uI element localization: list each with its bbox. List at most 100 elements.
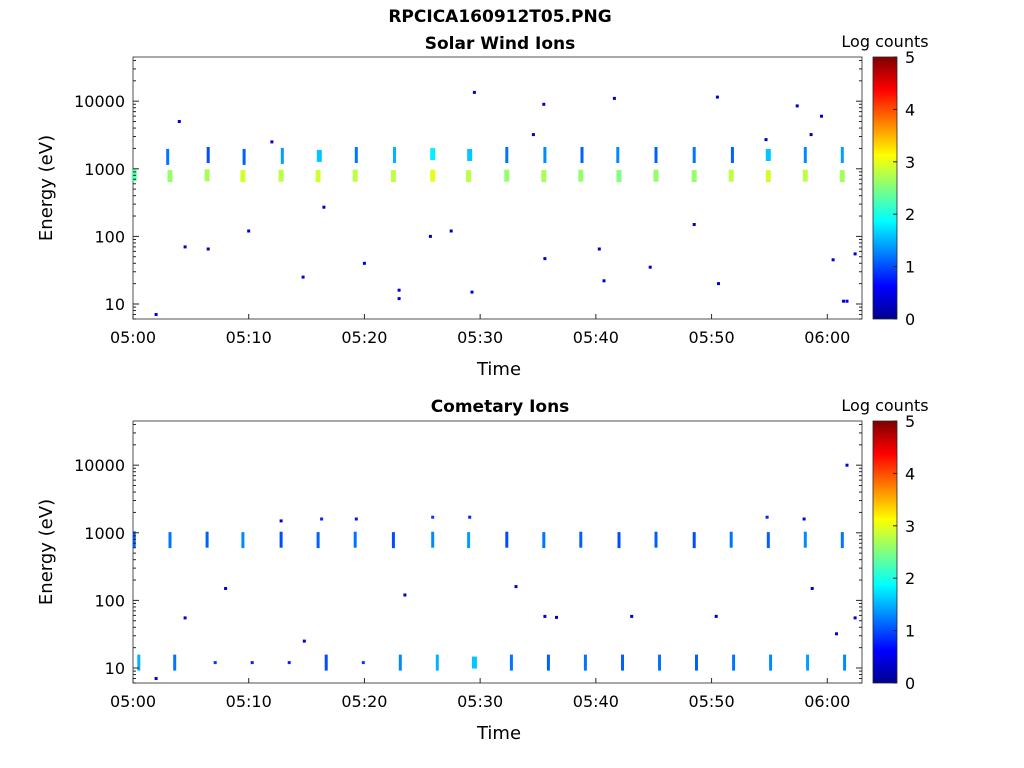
heatmap-cell [430, 169, 436, 182]
heatmap-cell [449, 229, 453, 233]
heatmap-cell [315, 170, 321, 183]
heatmap-cell [177, 120, 181, 123]
colorbar-ticks: 0 1 2 3 4 5 [893, 412, 915, 693]
heatmap-cell [653, 169, 659, 182]
heatmap-cell [802, 169, 808, 182]
heatmap-cell [543, 257, 547, 261]
heatmap-cell [354, 147, 358, 163]
heatmap-cells [132, 463, 857, 680]
colorbar-label: Log counts [841, 396, 928, 415]
heatmap-cell [654, 531, 658, 548]
heatmap-cell [765, 515, 769, 519]
colorbar-tick-label: 0 [905, 674, 915, 693]
figure-title: RPCICA160912T05.PNG [388, 7, 612, 27]
heatmap-cell [390, 170, 396, 183]
y-axis-ticks: 10 100 1000 10000 [74, 59, 862, 320]
heatmap-cell [803, 531, 807, 548]
colorbar [872, 56, 898, 320]
heatmap-cell [224, 587, 228, 590]
x-tick-label: 06:00 [804, 692, 850, 711]
heatmap-cell [213, 661, 217, 665]
heatmap-cell [714, 614, 718, 618]
colorbar-tick-label: 4 [905, 464, 915, 483]
heatmap-cell [810, 587, 814, 590]
plot-area [132, 56, 863, 320]
heatmap-cell [602, 279, 606, 283]
colorbar-tick-label: 5 [905, 412, 915, 431]
heatmap-cell [398, 654, 402, 671]
heatmap-cell [279, 531, 283, 548]
heatmap-cell [278, 169, 284, 182]
heatmap-cell [279, 519, 283, 523]
heatmap-cell [353, 531, 357, 548]
heatmap-cell [302, 639, 306, 643]
heatmap-cell [270, 140, 274, 144]
heatmap-cell [250, 661, 254, 665]
heatmap-cell [555, 615, 558, 619]
heatmap-cell [204, 169, 210, 182]
heatmap-cell [514, 585, 518, 589]
x-axis-ticks: 05:00 05:10 05:20 05:30 05:40 05:50 06:00 [110, 678, 850, 711]
heatmap-cell [842, 299, 845, 303]
y-tick-label: 10 [105, 295, 125, 314]
heatmap-cell [654, 147, 658, 163]
heatmap-cell [468, 515, 472, 519]
heatmap-cell [167, 170, 173, 183]
heatmap-cell [765, 170, 771, 183]
heatmap-cell [769, 654, 773, 671]
heatmap-cell [322, 205, 326, 209]
x-axis-label: Time [476, 723, 521, 744]
heatmap-cell [840, 147, 844, 163]
heatmap-cell [354, 517, 358, 521]
heatmap-cell [430, 148, 436, 161]
heatmap-cell [541, 170, 547, 183]
heatmap-cell [612, 96, 616, 100]
heatmap-cell [803, 147, 807, 163]
x-tick-label: 05:00 [110, 692, 156, 711]
heatmap-cell [467, 532, 471, 549]
x-tick-label: 05:10 [226, 692, 272, 711]
y-tick-label: 10000 [74, 92, 125, 111]
heatmap-cell [247, 229, 251, 233]
colorbar-tick-label: 4 [905, 100, 915, 119]
heatmap-cell [853, 616, 857, 620]
colorbar-tick-label: 1 [905, 622, 915, 641]
heatmap-cell [168, 532, 172, 549]
heatmap-cell [579, 531, 583, 548]
colorbar-tick-label: 1 [905, 258, 915, 277]
colorbar-tick-label: 2 [905, 569, 915, 588]
heatmap-cell [831, 258, 835, 262]
heatmap-cell [765, 149, 771, 161]
heatmap-cell [542, 532, 546, 549]
heatmap-cell [839, 170, 845, 183]
heatmap-cell [393, 147, 396, 163]
heatmap-cell [692, 147, 696, 163]
heatmap-cell [820, 114, 823, 118]
heatmap-cell [470, 290, 474, 294]
colorbar-ticks: 0 1 2 3 4 5 [893, 48, 915, 329]
heatmap-cell [583, 654, 587, 671]
heatmap-cell [466, 170, 472, 183]
heatmap-cell [764, 138, 768, 142]
heatmap-cell [241, 532, 245, 549]
heatmap-cell [616, 170, 622, 183]
heatmap-cell [717, 282, 720, 286]
heatmap-cell [695, 654, 698, 671]
heatmap-cell [648, 265, 652, 269]
heatmap-cell [397, 288, 401, 292]
heatmap-cell [692, 223, 696, 226]
heatmap-cell [578, 169, 584, 182]
heatmap-cell [205, 531, 209, 548]
heatmap-cell [242, 148, 246, 165]
heatmap-cell [546, 654, 550, 671]
heatmap-cell [287, 661, 291, 665]
heatmap-cell [766, 532, 770, 549]
heatmap-cell [361, 661, 365, 665]
heatmap-cell [691, 170, 697, 183]
y-tick-label: 10000 [74, 456, 125, 475]
heatmap-cell [728, 169, 734, 182]
x-tick-label: 06:00 [804, 328, 850, 347]
heatmap-cell [845, 299, 849, 303]
x-axis-ticks: 05:00 05:10 05:20 05:30 05:40 05:50 06:00 [110, 314, 850, 347]
heatmap-cell [316, 149, 322, 162]
